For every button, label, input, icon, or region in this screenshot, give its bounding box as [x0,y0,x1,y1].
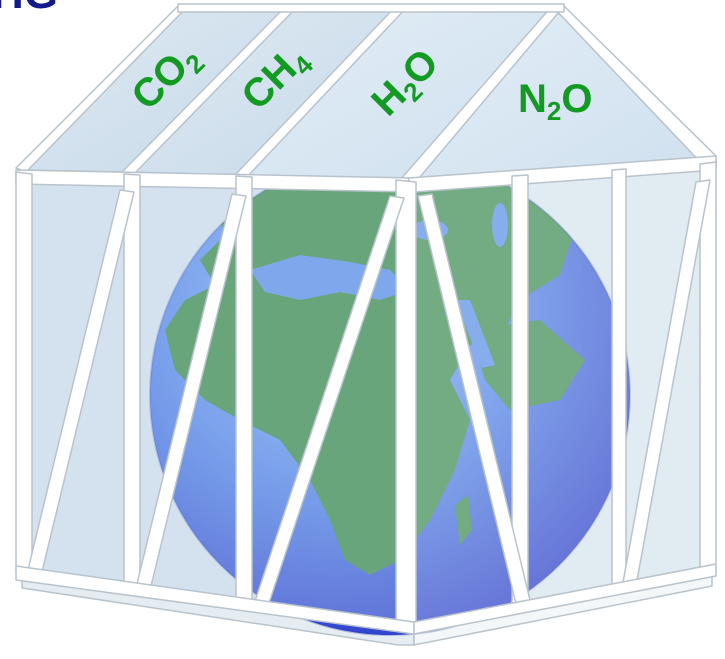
land-madagascar [455,495,472,545]
land-europe-africa [165,155,575,575]
greenhouse-roof [15,3,717,185]
corner-heading: HG [0,0,58,18]
greenhouse-frame [15,155,717,635]
gas-label-n2o: N2O [518,77,592,126]
